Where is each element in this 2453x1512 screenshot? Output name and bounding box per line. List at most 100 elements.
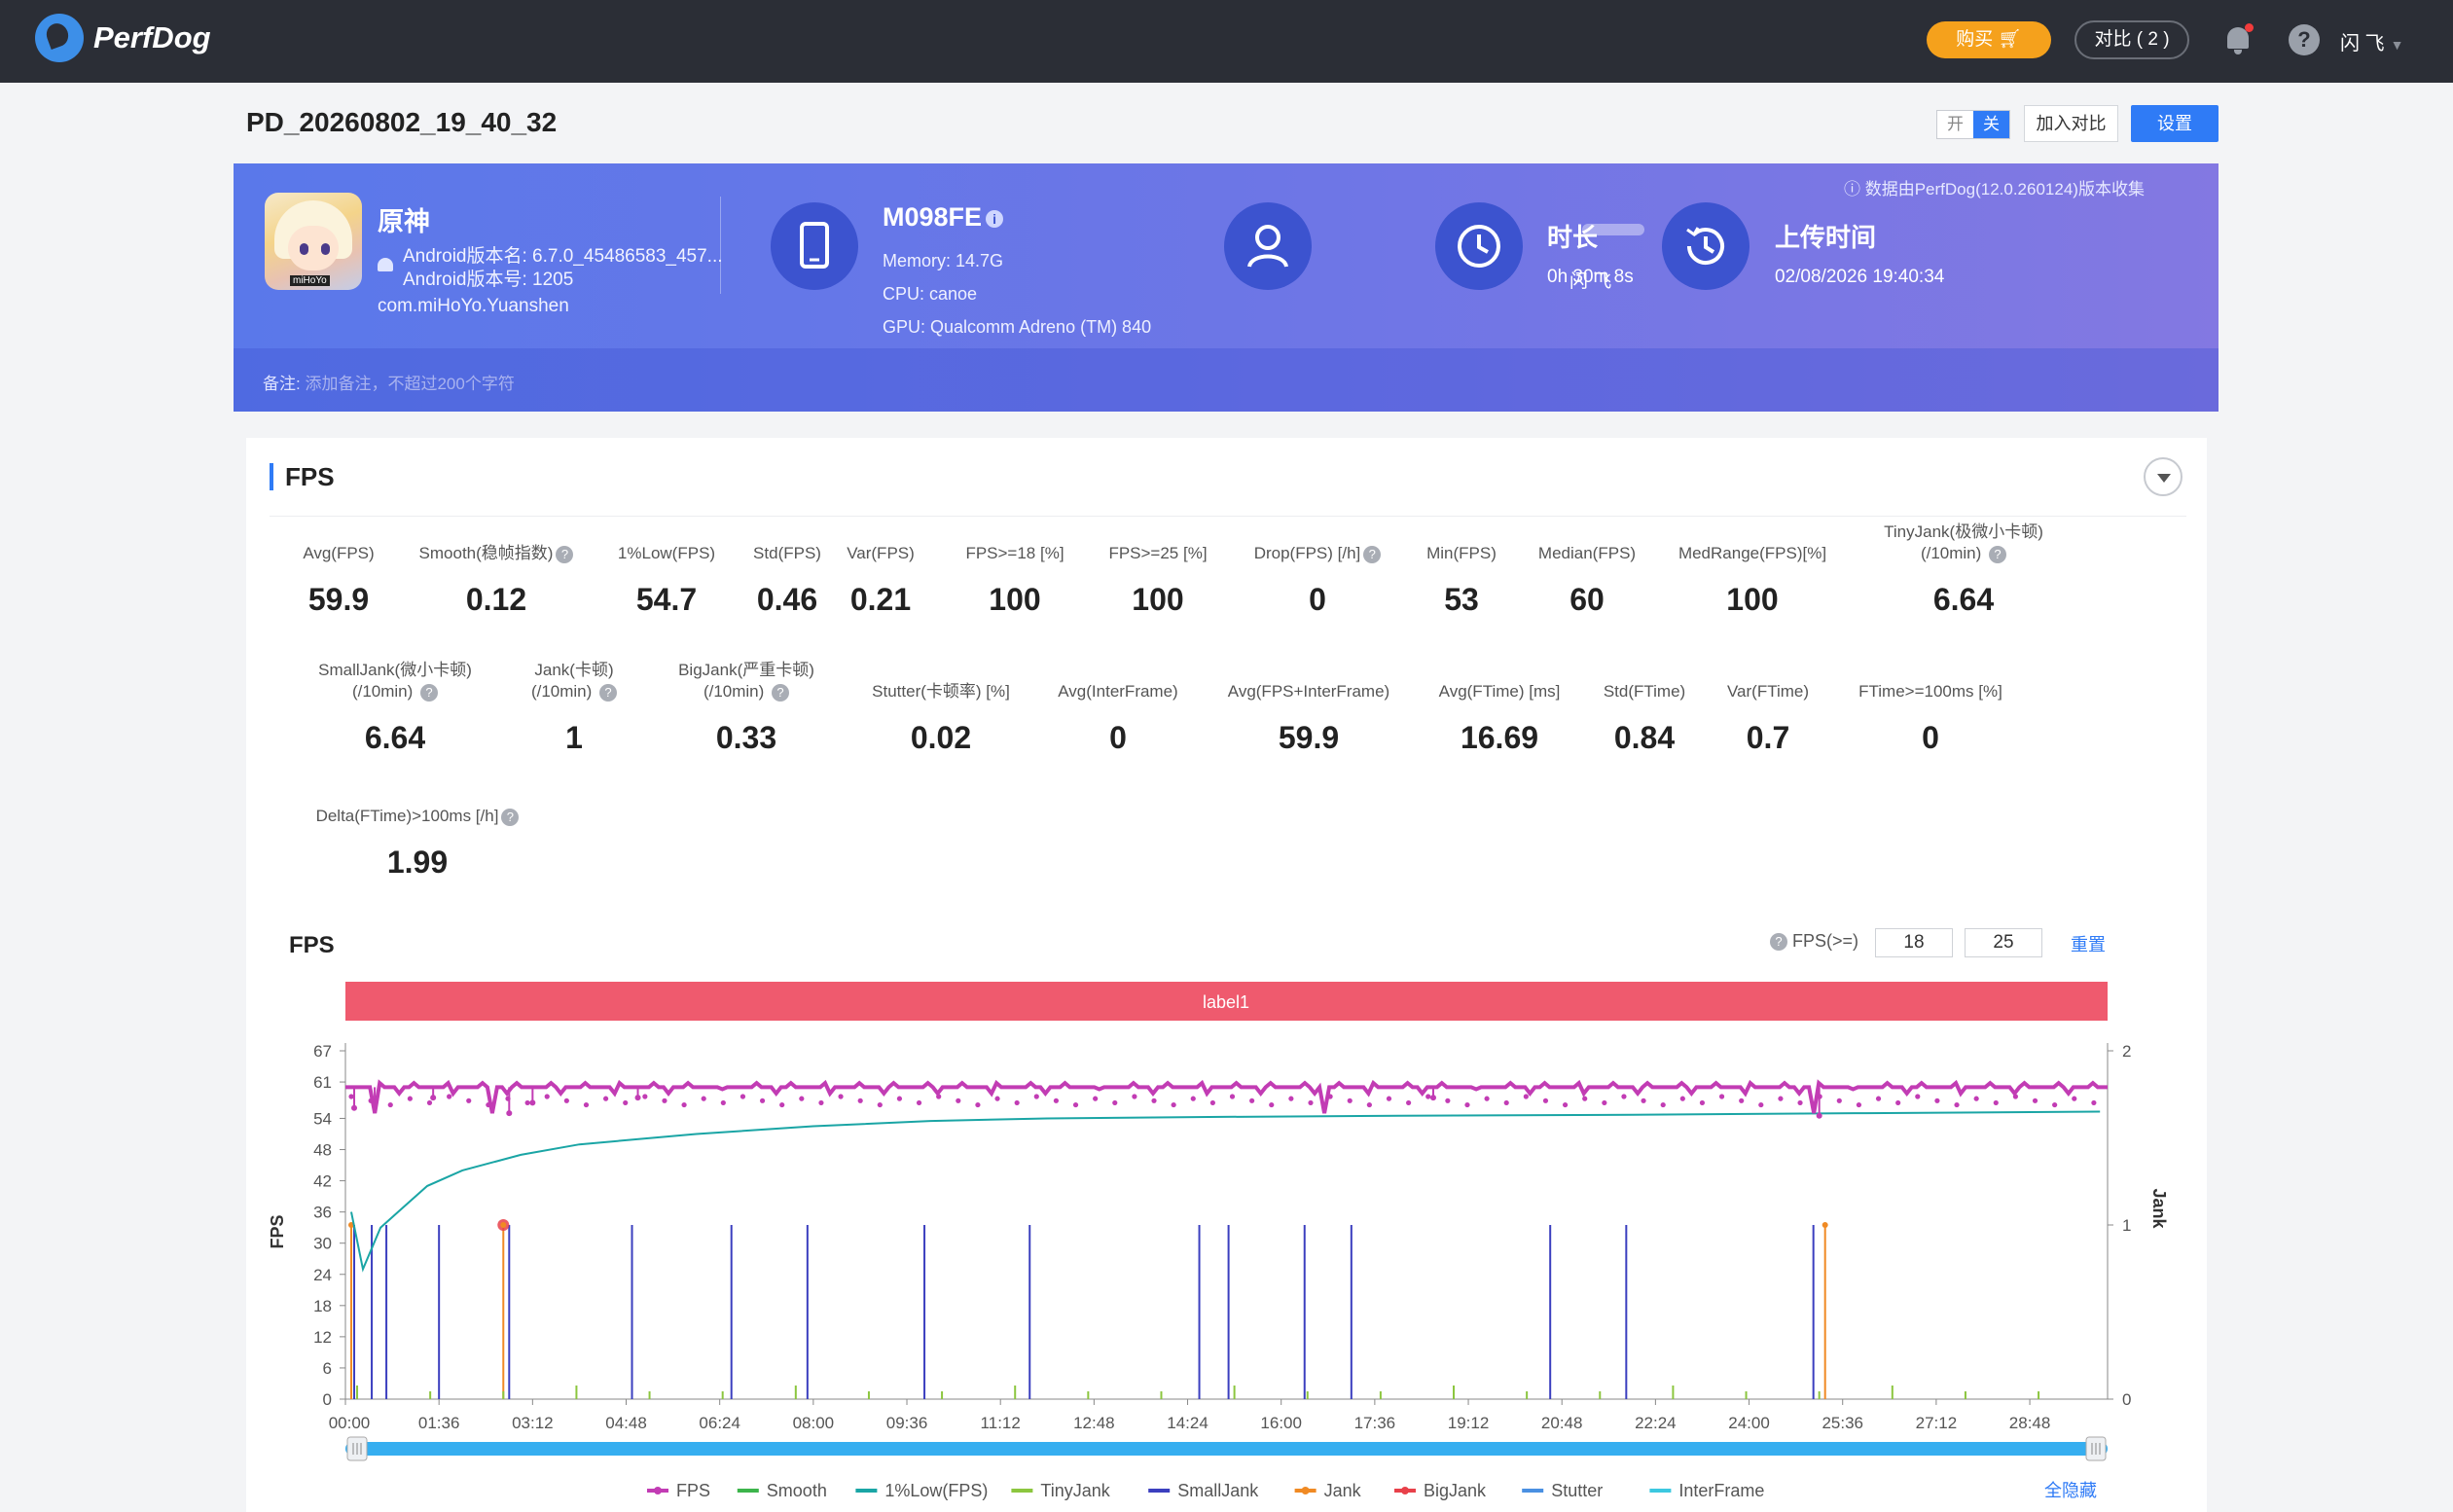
fps-dip-point <box>1484 1096 1490 1101</box>
y-axis-label: FPS <box>268 1214 287 1248</box>
series-fps-line <box>345 1079 2108 1114</box>
help-icon[interactable]: ? <box>501 808 520 826</box>
metric-fps-25: FPS>=25 [%] 100 <box>1031 543 1284 618</box>
y-tick-label: 61 <box>313 1073 332 1092</box>
compare-toggle[interactable]: 开 关 <box>1936 110 2010 139</box>
metric-label: Drop(FPS) [/h]? <box>1191 543 1444 564</box>
user-name: 闪 飞 <box>1569 271 1612 292</box>
fps-dip-point <box>1132 1094 1137 1099</box>
fps-dip-point <box>1758 1101 1764 1108</box>
fps-dip-point <box>2052 1101 2058 1108</box>
fps-dip-point <box>1308 1099 1314 1106</box>
metric-smalljank: SmallJank(微小卡顿) (/10min) ? 6.64 <box>269 660 522 756</box>
metric-label-unit: (/10min) ? <box>1837 543 2090 564</box>
fps-dip-point <box>857 1098 863 1103</box>
x-tick-label: 19:12 <box>1448 1414 1490 1432</box>
legend-item-bigjank[interactable]: BigJank <box>1424 1481 1487 1500</box>
reset-link[interactable]: 重置 <box>2071 935 2106 954</box>
fps-dip-point <box>486 1101 491 1108</box>
x-tick-label: 09:36 <box>886 1414 928 1432</box>
y-tick-label: 12 <box>313 1328 332 1347</box>
fps-threshold-label: ? FPS(>=) <box>1767 931 1858 952</box>
fps-dip-point <box>1190 1096 1196 1101</box>
legend-item-interframe[interactable]: InterFrame <box>1678 1481 1764 1500</box>
time-range-slider <box>345 1442 2108 1456</box>
help-icon[interactable]: ? <box>772 683 790 702</box>
metric-smooth: Smooth(稳帧指数)? 0.12 <box>370 543 623 618</box>
help-icon[interactable]: ? <box>420 683 439 702</box>
fps-dip-point <box>430 1095 437 1101</box>
fps-dip-point <box>426 1099 433 1106</box>
help-icon[interactable]: ? <box>1770 933 1787 952</box>
user-menu[interactable]: 闪 飞 ▼ <box>2340 27 2403 55</box>
x-tick-label: 01:36 <box>418 1414 460 1432</box>
metric-label: Smooth(稳帧指数)? <box>370 543 623 564</box>
metric-drop-fps-h: Drop(FPS) [/h]? 0 <box>1191 543 1444 618</box>
collapse-button[interactable] <box>2144 457 2182 496</box>
legend-item-smooth[interactable]: Smooth <box>767 1481 827 1500</box>
hide-all-link[interactable]: 全隐藏 <box>2044 1481 2097 1500</box>
fps-dip-point <box>1934 1098 1940 1103</box>
metric-stutter: Stutter(卡顿率) [%] 0.02 <box>814 681 1067 756</box>
fps-dip-point <box>1562 1101 1569 1108</box>
metric-label: Avg(FPS+InterFrame) <box>1227 682 1390 701</box>
duration-value: 0h 30m 8s <box>1547 267 1634 287</box>
fps-dip-point <box>634 1095 641 1101</box>
x-tick-label: 16:00 <box>1260 1414 1302 1432</box>
fps-dip-point <box>1209 1099 1215 1106</box>
fps-dip-point <box>2072 1096 2077 1101</box>
toggle-on[interactable]: 开 <box>1947 115 1964 133</box>
x-tick-label: 04:48 <box>605 1414 647 1432</box>
x-tick-label: 08:00 <box>793 1414 835 1432</box>
divider <box>720 197 721 294</box>
legend-item-1-low-fps-[interactable]: 1%Low(FPS) <box>884 1481 988 1500</box>
settings-button[interactable]: 设置 <box>2131 105 2219 142</box>
fps-dip-point <box>1429 1095 1436 1101</box>
legend-marker <box>1301 1487 1310 1494</box>
y2-tick-label: 0 <box>2122 1390 2131 1409</box>
fps-dip-point <box>1425 1094 1431 1099</box>
metric-value: 1.99 <box>386 845 449 880</box>
metric-fps-18: FPS>=18 [%] 100 <box>888 543 1141 618</box>
toggle-off[interactable]: 关 <box>1973 111 2009 138</box>
info-icon[interactable]: i <box>986 209 1004 228</box>
bell-icon[interactable] <box>2223 23 2254 56</box>
logo-text: PerfDog <box>93 20 211 54</box>
app-name: 原神 <box>378 207 430 236</box>
help-icon[interactable]: ? <box>1363 545 1382 563</box>
legend-item-jank[interactable]: Jank <box>1324 1481 1362 1500</box>
fps-threshold-input-2[interactable]: 25 <box>1965 928 2042 957</box>
legend-item-stutter[interactable]: Stutter <box>1551 1481 1603 1500</box>
metric-value: 6.64 <box>1932 582 1995 617</box>
help-icon[interactable]: ? <box>2289 24 2320 55</box>
legend-marker <box>654 1487 662 1494</box>
help-icon[interactable]: ? <box>556 545 574 563</box>
fps-dip-point <box>1895 1099 1901 1106</box>
legend-item-tinyjank[interactable]: TinyJank <box>1040 1481 1110 1500</box>
perfdog-logo[interactable]: PerfDog <box>35 14 211 62</box>
note-input[interactable]: 添加备注，不超过200个字符 <box>305 375 515 393</box>
metric-label: SmallJank(微小卡顿) <box>318 661 472 679</box>
add-compare-button[interactable]: 加入对比 <box>2024 105 2118 142</box>
buy-button[interactable]: 购买 🛒︎ <box>1927 21 2051 58</box>
legend-item-fps[interactable]: FPS <box>676 1481 710 1500</box>
fps-dip-point <box>1875 1096 1882 1101</box>
y-tick-label: 67 <box>313 1042 332 1061</box>
fps-dip-point <box>524 1099 530 1106</box>
upload-time-label: 上传时间 <box>1775 223 1877 252</box>
legend-item-smalljank[interactable]: SmallJank <box>1177 1481 1259 1500</box>
fps-dip-point <box>1503 1099 1509 1106</box>
note-field[interactable]: 备注: 添加备注，不超过200个字符 <box>263 370 515 394</box>
fps-dip-point <box>779 1101 785 1108</box>
fps-dip-point <box>1523 1094 1529 1099</box>
x-tick-label: 28:48 <box>2009 1414 2051 1432</box>
metric-label-unit: (/10min) ? <box>448 681 701 702</box>
help-icon[interactable]: ? <box>1989 545 2007 563</box>
metric-ftime-100ms: FTime>=100ms [%] 0 <box>1804 681 2057 756</box>
clock-icon <box>1435 202 1523 290</box>
help-icon[interactable]: ? <box>599 683 618 702</box>
fps-threshold-input-1[interactable]: 18 <box>1875 928 1953 957</box>
compare-button[interactable]: 对比 ( 2 ) <box>2074 20 2189 59</box>
series-1-percent-low-line <box>350 1110 2101 1273</box>
